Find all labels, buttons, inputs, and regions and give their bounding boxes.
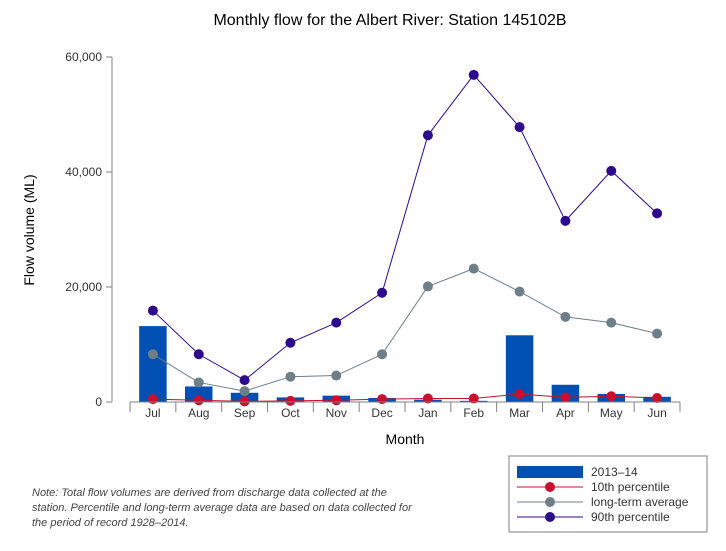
chart-note: Note: Total flow volumes are derived fro… <box>32 487 412 529</box>
point-long-term-average <box>331 370 342 381</box>
point-10th-percentile <box>606 391 617 402</box>
axes: 0 20,000 40,000 60,000 Jul Aug Sep Oct Nov Dec Jan… <box>65 50 681 420</box>
x-tick-label: Jun <box>647 406 666 420</box>
point-10th-percentile <box>147 394 158 405</box>
legend-label-long-term-average: long-term average <box>591 495 689 509</box>
point-90th-percentile <box>468 69 479 80</box>
legend-marker-long-term-average <box>545 497 555 507</box>
point-long-term-average <box>514 286 525 297</box>
point-long-term-average <box>652 328 663 339</box>
point-90th-percentile <box>147 305 158 316</box>
point-long-term-average <box>285 371 296 382</box>
point-10th-percentile <box>422 393 433 404</box>
legend-label-2013-14: 2013–14 <box>591 465 638 479</box>
x-tick-label: Feb <box>463 406 484 420</box>
legend-marker-10th-percentile <box>545 482 555 492</box>
point-10th-percentile <box>560 392 571 403</box>
point-90th-percentile <box>285 337 296 348</box>
x-tick-label: Oct <box>281 406 300 420</box>
x-tick-label: Nov <box>326 406 347 420</box>
point-90th-percentile <box>652 208 663 219</box>
point-long-term-average <box>606 317 617 328</box>
x-tick-label: Aug <box>188 406 209 420</box>
bar <box>139 326 167 402</box>
chart-title: Monthly flow for the Albert River: Stati… <box>213 12 566 29</box>
point-long-term-average <box>193 377 204 388</box>
series-line-10th-percentile <box>152 393 658 402</box>
legend-label-10th-percentile: 10th percentile <box>591 480 670 494</box>
x-tick-label: Sep <box>234 406 256 420</box>
point-long-term-average <box>560 311 571 322</box>
line-series-group <box>147 69 663 407</box>
point-90th-percentile <box>331 317 342 328</box>
x-tick-label: Apr <box>556 406 575 420</box>
x-tick-label: Jan <box>418 406 437 420</box>
point-90th-percentile <box>239 375 250 386</box>
point-long-term-average <box>468 263 479 274</box>
point-90th-percentile <box>560 215 571 226</box>
y-axis-label: Flow volume (ML) <box>21 174 37 285</box>
point-long-term-average <box>147 349 158 360</box>
point-long-term-average <box>377 349 388 360</box>
point-long-term-average <box>239 386 250 397</box>
point-10th-percentile <box>331 395 342 406</box>
point-90th-percentile <box>514 122 525 133</box>
x-tick-label: Dec <box>371 406 392 420</box>
point-10th-percentile <box>652 392 663 403</box>
point-10th-percentile <box>193 395 204 406</box>
y-tick-label: 60,000 <box>65 50 102 64</box>
bar <box>185 386 213 402</box>
y-tick-label: 20,000 <box>65 280 102 294</box>
point-10th-percentile <box>239 396 250 407</box>
point-long-term-average <box>422 281 433 292</box>
x-tick-label: Jul <box>145 406 160 420</box>
legend-swatch-2013-14 <box>517 466 583 478</box>
series-line-long-term-average <box>152 268 658 392</box>
y-tick-label: 0 <box>95 395 102 409</box>
point-90th-percentile <box>193 349 204 360</box>
x-tick-label: May <box>600 406 623 420</box>
point-10th-percentile <box>285 395 296 406</box>
point-90th-percentile <box>377 287 388 298</box>
x-tick-label: Mar <box>509 406 530 420</box>
y-tick-label: 40,000 <box>65 165 102 179</box>
legend-label-90th-percentile: 90th percentile <box>591 510 670 524</box>
series-line-90th-percentile <box>152 74 658 381</box>
bar-series-2013-14 <box>139 326 671 402</box>
point-10th-percentile <box>514 388 525 399</box>
point-90th-percentile <box>422 130 433 141</box>
point-10th-percentile <box>468 393 479 404</box>
x-axis-label: Month <box>386 431 425 447</box>
point-10th-percentile <box>377 394 388 405</box>
legend-marker-90th-percentile <box>545 512 555 522</box>
point-90th-percentile <box>606 165 617 176</box>
